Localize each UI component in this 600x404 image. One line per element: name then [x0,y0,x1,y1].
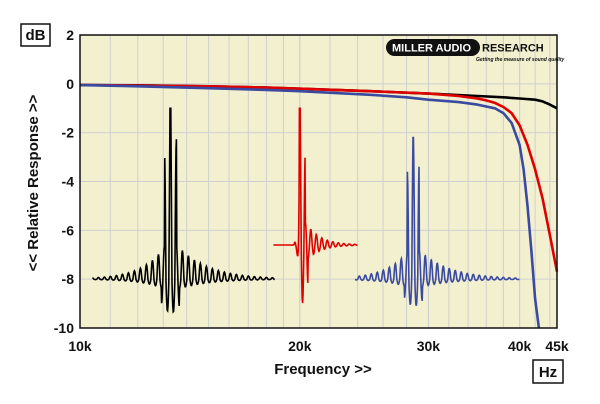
logo-tagline: Getting the measure of sound quality [476,57,565,63]
y-unit-box: dB [20,23,51,47]
y-tick-label: -2 [62,125,75,141]
impulse-insets [92,107,520,314]
y-unit-label: dB [26,27,46,44]
plot-frame [79,34,558,329]
x-tick-labels: 10k 20k 30k 40k 45k [68,338,569,354]
y-tick-labels: 2 0 -2 -4 -6 -8 -10 [54,27,74,336]
logo-dark-pill [386,39,480,56]
impulse-inset-2 [273,107,358,304]
y-tick-label: 2 [66,27,74,43]
x-unit-box: Hz [532,359,564,384]
y-tick-label: -10 [54,320,74,336]
impulse-inset-1 [92,107,275,314]
x-tick-label: 20k [288,338,312,354]
impulse-inset-3 [354,136,520,306]
y-tick-label: 0 [66,76,74,92]
x-tick-label: 10k [68,338,92,354]
logo-main-left: MILLER AUDIO [392,43,471,55]
y-tick-label: -8 [62,271,75,287]
y-tick-label: -6 [62,222,75,238]
series-line-2 [79,83,559,273]
y-axis-title: << Relative Response >> [25,94,42,271]
x-unit-box-frame [532,359,564,384]
y-tick-label: -4 [62,174,75,190]
x-tick-label: 40k [508,338,532,354]
x-tick-label: 45k [545,338,569,354]
x-unit-label: Hz [539,364,557,381]
logo-main-right: RESEARCH [482,43,544,55]
series-line-3 [79,83,541,329]
logo: MILLER AUDIO RESEARCH Getting the measur… [386,39,565,63]
y-unit-box-frame [20,23,51,47]
series-group [79,83,559,329]
x-tick-label: 30k [417,338,441,354]
x-axis-title: Frequency >> [274,361,372,378]
